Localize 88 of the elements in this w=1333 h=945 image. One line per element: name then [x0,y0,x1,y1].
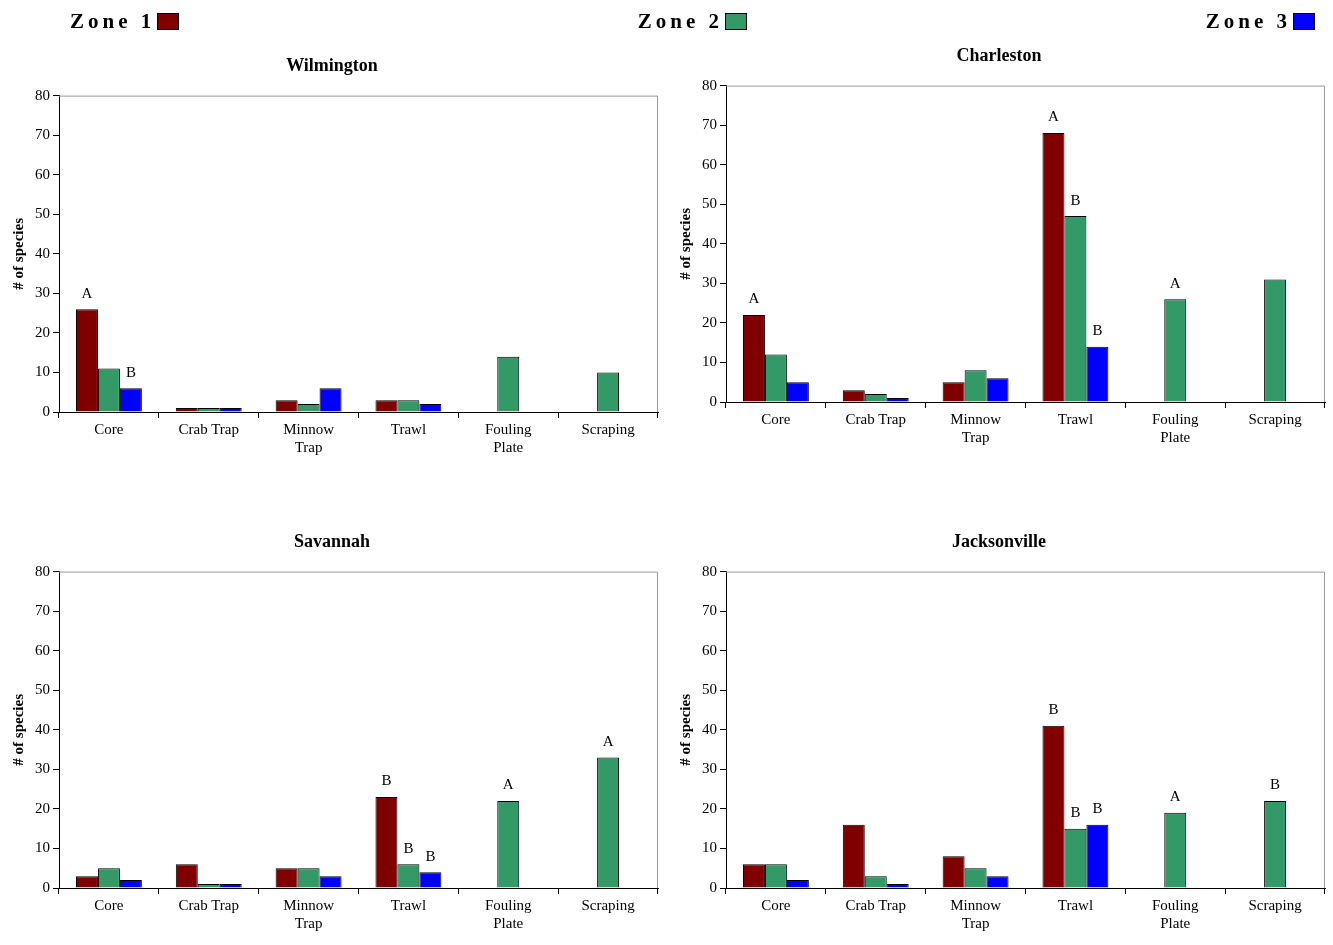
data-label: B [1270,776,1281,793]
y-tick-label: 60 [35,165,50,182]
y-axis-title: # of species [676,693,693,766]
y-tick-label: 80 [702,76,717,93]
x-tick-label: Scraping [1248,410,1303,427]
data-label: A [1169,274,1181,291]
y-tick-label: 30 [35,760,50,777]
x-tick-label: Fouling Plate [484,420,533,455]
y-tick-label: 80 [702,562,717,579]
y-tick-label: 0 [709,878,717,895]
y-tick-label: 10 [702,353,717,370]
x-tick-label: Scraping [1248,896,1303,913]
y-tick-label: 40 [702,720,717,737]
y-tick-label: 30 [35,284,50,301]
y-tick-label: 40 [35,244,50,261]
data-label: A [602,732,614,749]
x-tick-label: Core [761,896,791,913]
x-tick-label: Minnow Trap [283,896,335,931]
x-tick-label: Core [761,410,791,427]
y-tick-label: 80 [35,86,50,103]
y-tick-label: 10 [35,363,50,380]
y-tick-label: 50 [35,681,50,698]
y-tick-label: 60 [35,641,50,658]
y-tick-label: 20 [35,323,50,340]
y-tick-label: 40 [35,720,50,737]
y-axis-title: # of species [9,217,26,290]
x-tick-label: Crab Trap [178,420,239,437]
x-tick-label: Trawl [1057,896,1094,913]
data-label: A [502,776,514,793]
data-label: A [748,290,760,307]
y-tick-label: 60 [702,155,717,172]
y-tick-label: 60 [702,641,717,658]
x-tick-label: Minnow Trap [950,896,1002,931]
x-tick-label: Minnow Trap [283,420,335,455]
y-tick-label: 80 [35,562,50,579]
legend-label: Zone 2 [637,8,724,34]
data-label: B [125,363,136,380]
data-label: B [1070,191,1081,208]
x-tick-label: Scraping [581,420,636,437]
legend-label: Zone 1 [70,8,156,34]
y-tick-label: 70 [702,116,717,133]
x-tick-label: Fouling Plate [1151,410,1200,445]
data-label: A [1169,788,1181,805]
data-label: B [403,839,414,856]
y-axis-title: # of species [9,693,26,766]
x-tick-label: Fouling Plate [484,896,533,931]
x-tick-label: Core [94,420,124,437]
x-tick-label: Scraping [581,896,636,913]
y-tick-label: 0 [42,402,50,419]
y-tick-label: 10 [702,839,717,856]
y-axis-title: # of species [676,207,693,280]
data-label: A [1048,108,1060,125]
x-tick-label: Trawl [390,420,427,437]
y-tick-label: 0 [42,878,50,895]
data-label: B [381,772,392,789]
y-tick-label: 40 [702,234,717,251]
y-tick-label: 30 [702,760,717,777]
chart-title: Wilmington [286,55,378,76]
x-tick-label: Core [94,896,124,913]
chart-title: Jacksonville [951,531,1047,552]
data-label: B [1048,701,1059,718]
y-tick-label: 10 [35,839,50,856]
x-tick-label: Crab Trap [845,410,906,427]
data-label: A [81,284,93,301]
data-label: B [1092,322,1103,339]
x-tick-label: Trawl [390,896,427,913]
x-tick-label: Fouling Plate [1151,896,1200,931]
y-tick-label: 50 [702,681,717,698]
y-tick-label: 20 [702,313,717,330]
y-tick-label: 0 [709,392,717,409]
data-label: B [1070,804,1081,821]
x-tick-label: Crab Trap [178,896,239,913]
x-tick-label: Minnow Trap [950,410,1002,445]
y-tick-label: 20 [702,799,717,816]
x-tick-label: Crab Trap [845,896,906,913]
y-tick-label: 50 [35,205,50,222]
data-label: B [425,847,436,864]
y-tick-label: 30 [702,274,717,291]
chart-title: Savannah [293,531,371,552]
legend-label: Zone 3 [1205,8,1291,34]
y-tick-label: 20 [35,799,50,816]
y-tick-label: 70 [702,602,717,619]
data-label: B [1092,800,1103,817]
y-tick-label: 50 [702,195,717,212]
y-tick-label: 70 [35,126,50,143]
chart-title: Charleston [956,45,1042,66]
x-tick-label: Trawl [1057,410,1094,427]
y-tick-label: 70 [35,602,50,619]
